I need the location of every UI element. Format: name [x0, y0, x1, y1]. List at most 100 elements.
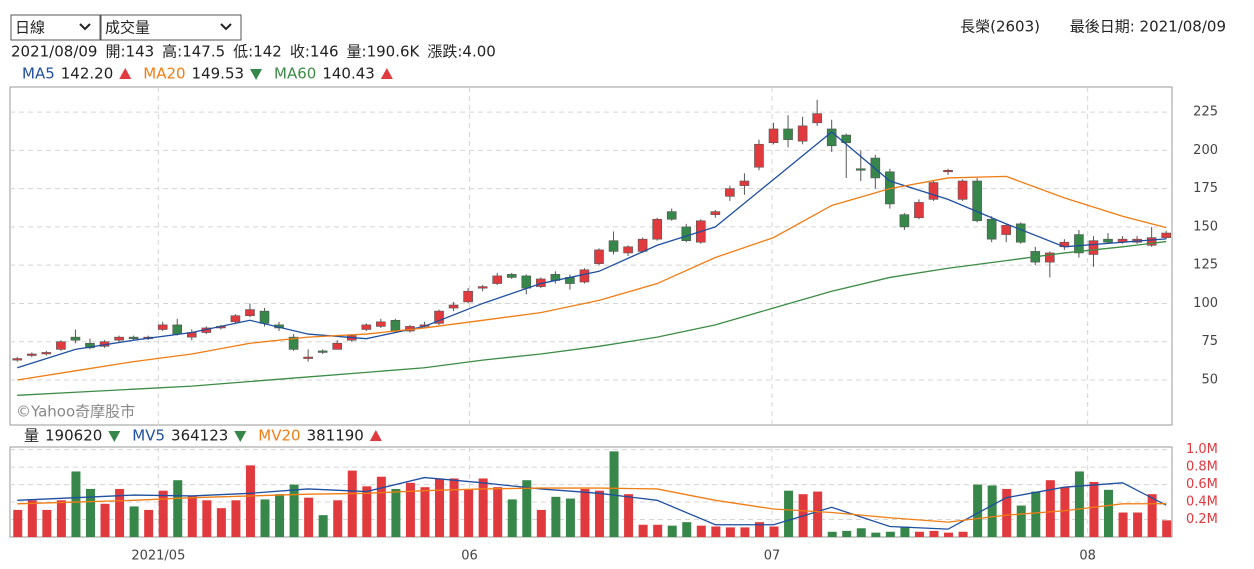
volume-bar [245, 465, 255, 537]
candle-body [972, 180, 982, 222]
volume-bar [740, 527, 750, 537]
indicator-select-label[interactable]: 成交量 [105, 19, 150, 37]
candle-body [725, 188, 735, 197]
y-tick-label: 150 [1193, 219, 1218, 234]
legend-name: MA20 [143, 65, 185, 83]
volume-bar [769, 526, 779, 537]
candle-body [114, 336, 124, 341]
trend-arrow [119, 68, 132, 79]
candle-body [303, 356, 313, 359]
legend-value: 381190 [307, 427, 364, 445]
moving-average-line [17, 175, 1167, 381]
volume-bar [1147, 494, 1157, 537]
volume-bar [1045, 480, 1055, 537]
volume-bar [100, 503, 110, 537]
volume-bar [827, 531, 837, 537]
volume-bar [725, 527, 735, 537]
y-tick-label: 50 [1201, 372, 1218, 387]
candle-body [85, 342, 95, 349]
candle-body [594, 249, 604, 264]
volume-bar [27, 500, 37, 537]
volume-bar [144, 509, 154, 537]
info-item: 低:142 [233, 43, 282, 61]
candle-body [623, 246, 633, 254]
volume-bar [202, 500, 212, 537]
period-select-label[interactable]: 日線 [15, 19, 45, 37]
volume-bar [13, 509, 23, 537]
info-item: 收:146 [290, 43, 339, 61]
volume-bar [551, 496, 561, 537]
volume-bar [609, 451, 619, 537]
volume-bar [929, 530, 939, 537]
volume-bar [842, 530, 852, 537]
volume-bar [405, 482, 415, 537]
candle-body [826, 128, 837, 147]
volume-bar [158, 490, 168, 537]
candle-body [245, 309, 255, 317]
candle-body [812, 113, 822, 124]
volume-bar [667, 525, 677, 537]
candle-body [41, 352, 52, 355]
volume-bar [1031, 491, 1041, 537]
trend-arrow [380, 68, 393, 79]
candle-body [259, 310, 270, 324]
volume-bar [653, 524, 663, 537]
volume-bar [1162, 520, 1172, 537]
y-tick-label: 0.6M [1186, 477, 1218, 492]
candle-body [70, 336, 81, 341]
legend-name: MV5 [132, 427, 165, 445]
info-item: 開:143 [105, 43, 154, 61]
candle-body [1088, 240, 1099, 255]
chevron [220, 23, 232, 31]
candle-body [506, 274, 517, 278]
candle-body [608, 240, 619, 252]
volume-bar [56, 500, 66, 537]
volume-bar [1074, 471, 1084, 537]
volume-bar [871, 532, 881, 537]
volume-bar [216, 508, 226, 537]
volume-bar [449, 478, 459, 537]
x-tick-label: 08 [1079, 549, 1096, 564]
volume-bar [1104, 489, 1114, 537]
volume-bar [289, 484, 299, 537]
legend-value: 364123 [171, 427, 228, 445]
trend-arrow [250, 69, 263, 80]
candle-body [943, 169, 953, 173]
volume-bar [85, 488, 95, 537]
volume-panel [9, 446, 1173, 538]
moving-average-line [17, 487, 1167, 523]
info-item: 漲跌:4.00 [427, 43, 495, 61]
trend-arrow [108, 431, 121, 442]
volume-bar [1060, 487, 1070, 537]
candle-body [492, 275, 502, 284]
y-tick-label: 125 [1193, 258, 1218, 273]
candle-body [390, 319, 401, 332]
volume-bar [260, 499, 270, 537]
volume-bar [435, 478, 445, 537]
volume-bar [391, 488, 401, 537]
y-tick-label: 100 [1193, 296, 1218, 311]
volume-bar [536, 509, 546, 537]
y-tick-label: 75 [1201, 334, 1218, 349]
volume-bar [711, 526, 721, 537]
candle-body [1001, 225, 1012, 235]
candle-body [361, 324, 372, 330]
volume-bar [813, 491, 823, 537]
volume-bar [914, 531, 924, 537]
y-tick-label: 175 [1193, 181, 1218, 196]
volume-bar [1118, 512, 1128, 537]
stock-name: 長榮(2603) [960, 18, 1040, 36]
volume-bar [638, 524, 648, 537]
volume-bar [1133, 512, 1143, 537]
volume-bar [115, 488, 125, 537]
indicator-select[interactable] [100, 14, 242, 41]
last-date: 最後日期: 2021/08/09 [1070, 18, 1226, 36]
volume-bar [231, 500, 241, 537]
candle-body [637, 238, 648, 252]
candle-body [1103, 238, 1113, 243]
candle-body [1045, 252, 1055, 263]
candle-body [128, 336, 139, 339]
candle-body [477, 286, 488, 289]
volume-bar [362, 486, 372, 537]
volume-bar [318, 515, 328, 537]
